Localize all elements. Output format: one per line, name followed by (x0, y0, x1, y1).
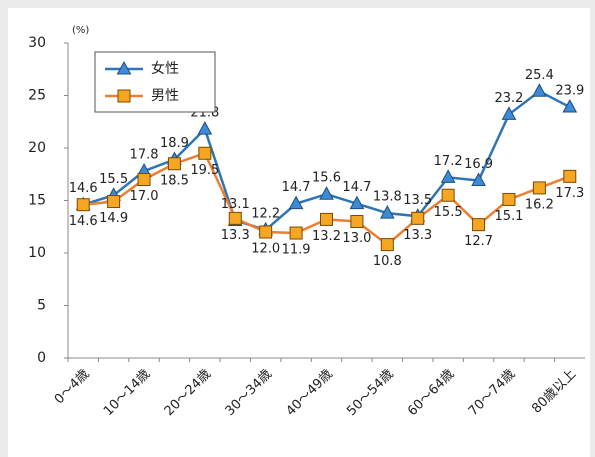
data-label: 13.3 (221, 228, 250, 243)
data-label: 14.6 (69, 214, 98, 229)
data-label: 23.9 (555, 84, 584, 99)
data-label: 14.9 (99, 211, 128, 226)
data-label: 13.2 (312, 229, 341, 244)
y-tick-label: 20 (28, 140, 46, 156)
data-label: 15.6 (312, 171, 341, 186)
legend-label: 男性 (151, 88, 179, 104)
point (532, 181, 546, 195)
point (259, 225, 273, 239)
y-tick-label: 5 (37, 298, 46, 314)
data-label: 13.5 (403, 193, 432, 208)
point (197, 121, 213, 135)
legend-marker (116, 60, 132, 75)
data-label: 19.5 (190, 163, 219, 178)
y-tick-label: 10 (28, 245, 46, 261)
point (288, 195, 304, 210)
data-label: 14.7 (342, 180, 371, 195)
point (320, 212, 333, 226)
data-label: 13.3 (403, 228, 432, 243)
y-unit: (%) (72, 25, 89, 36)
y-tick-label: 30 (28, 35, 46, 51)
point (562, 99, 578, 113)
data-label: 25.4 (525, 68, 554, 83)
data-label: 12.0 (251, 242, 280, 257)
data-label: 17.0 (130, 189, 159, 204)
point (76, 198, 90, 212)
data-label: 14.7 (282, 180, 311, 195)
point (198, 146, 212, 160)
data-label: 23.2 (494, 91, 523, 106)
data-label: 13.1 (221, 197, 250, 212)
y-tick-label: 15 (28, 193, 46, 209)
y-tick-label: 25 (28, 88, 46, 104)
point (471, 172, 486, 187)
data-label: 17.3 (555, 186, 584, 201)
point (380, 238, 394, 252)
data-label: 15.5 (434, 205, 463, 220)
point (289, 226, 303, 240)
point (563, 169, 577, 183)
point (319, 186, 334, 200)
data-label: 18.9 (160, 136, 189, 151)
point (379, 205, 395, 219)
data-label: 18.5 (160, 173, 189, 188)
y-tick-label: 0 (37, 350, 46, 366)
legend-marker (117, 89, 131, 103)
point (532, 83, 547, 97)
point (228, 211, 242, 225)
data-label: 10.8 (373, 254, 402, 269)
data-label: 17.2 (434, 154, 463, 169)
data-label: 15.5 (99, 172, 128, 187)
point (411, 211, 425, 225)
point (137, 173, 151, 186)
point (472, 218, 486, 232)
data-label: 13.8 (373, 190, 402, 205)
data-label: 13.0 (342, 231, 371, 246)
data-label: 16.9 (464, 157, 493, 172)
point (502, 192, 516, 206)
legend-label: 女性 (151, 60, 179, 77)
point (441, 188, 455, 202)
data-label: 11.9 (282, 243, 311, 258)
data-label: 12.7 (464, 234, 493, 249)
data-label: 15.1 (494, 209, 523, 224)
point (350, 215, 364, 228)
data-label: 17.8 (130, 148, 159, 163)
point (107, 195, 121, 209)
data-label: 14.6 (69, 181, 98, 196)
data-label: 16.2 (525, 197, 554, 212)
point (349, 195, 365, 210)
point (440, 169, 456, 183)
point (501, 106, 517, 120)
data-label: 12.2 (251, 206, 280, 221)
point (167, 157, 181, 171)
legend-box (94, 51, 216, 113)
